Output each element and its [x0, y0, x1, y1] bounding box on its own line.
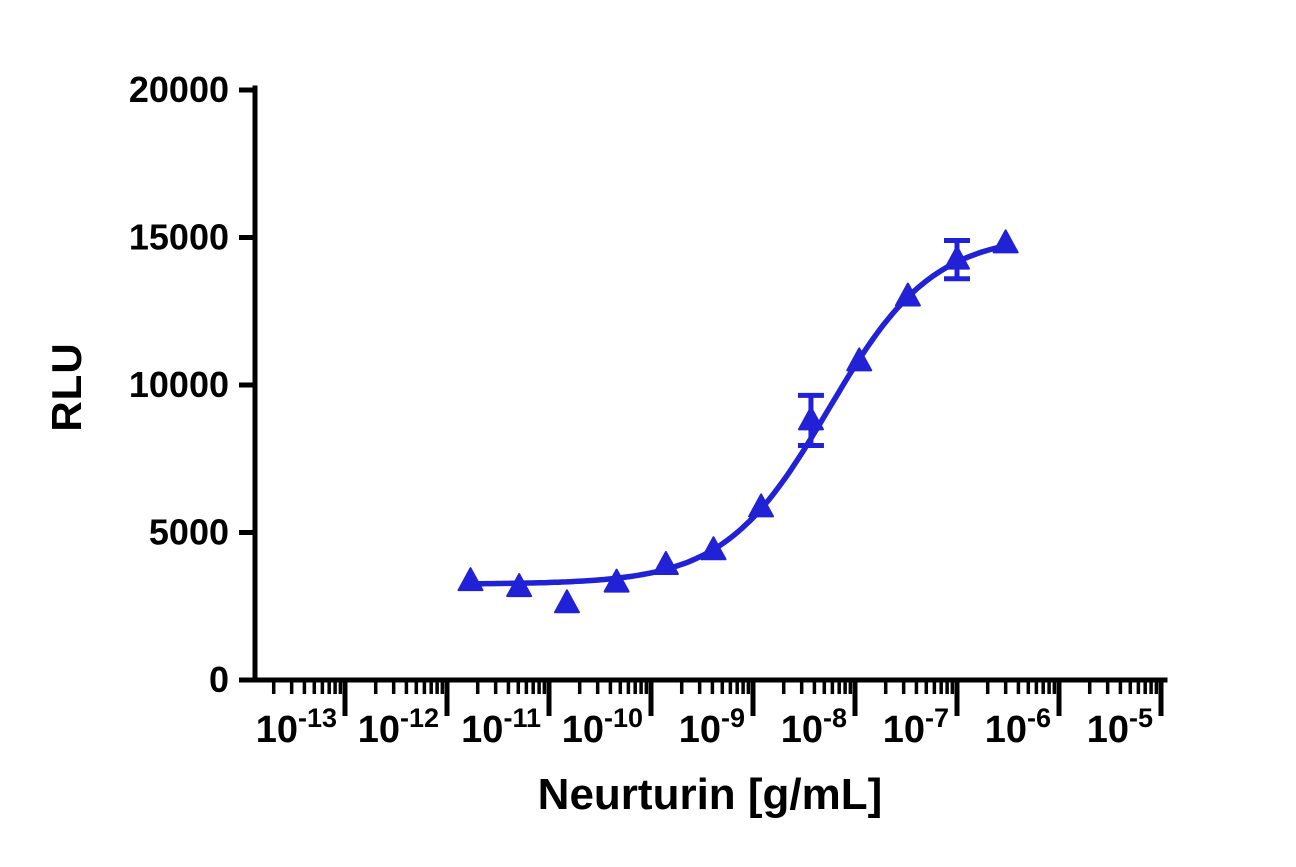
x-tick-label: 10-11 — [461, 703, 541, 751]
data-point — [553, 589, 580, 614]
y-tick-label: 0 — [209, 659, 229, 700]
x-tick-label: 10-6 — [985, 703, 1051, 751]
axes — [252, 85, 1168, 683]
data-point — [944, 245, 970, 270]
data-points — [457, 229, 1019, 614]
x-tick-label: 10-8 — [781, 703, 847, 751]
y-tick-label: 20000 — [129, 69, 229, 110]
data-point — [700, 536, 727, 561]
x-tick-label: 10-5 — [1087, 703, 1153, 751]
data-point — [652, 550, 679, 575]
x-tick-label: 10-13 — [256, 703, 337, 751]
x-tick-label: 10-7 — [883, 703, 949, 751]
x-axis-tick-labels: 10-13 10-12 10-11 10-10 10-9 10-8 10-7 10-6 10-5 — [256, 703, 1153, 751]
y-axis-ticks — [239, 87, 255, 683]
x-axis-major-ticks — [342, 678, 1164, 716]
y-tick-label: 5000 — [149, 512, 229, 553]
data-point — [846, 347, 873, 372]
y-axis-tick-labels: 0 5000 10000 15000 20000 — [129, 69, 229, 700]
data-point — [992, 229, 1019, 254]
data-point — [506, 573, 533, 598]
data-point — [797, 406, 824, 431]
data-point — [603, 568, 630, 593]
x-tick-label: 10-10 — [562, 703, 643, 751]
x-axis-title: Neurturin [g/mL] — [537, 770, 883, 819]
data-point — [457, 567, 484, 592]
y-tick-label: 10000 — [129, 364, 229, 405]
x-tick-label: 10-9 — [679, 703, 745, 751]
y-axis-title: RLU — [43, 342, 90, 432]
y-tick-label: 15000 — [129, 217, 229, 258]
fit-curve — [467, 243, 1009, 587]
data-point — [894, 282, 921, 307]
data-point — [748, 493, 775, 518]
x-tick-label: 10-12 — [358, 703, 439, 751]
